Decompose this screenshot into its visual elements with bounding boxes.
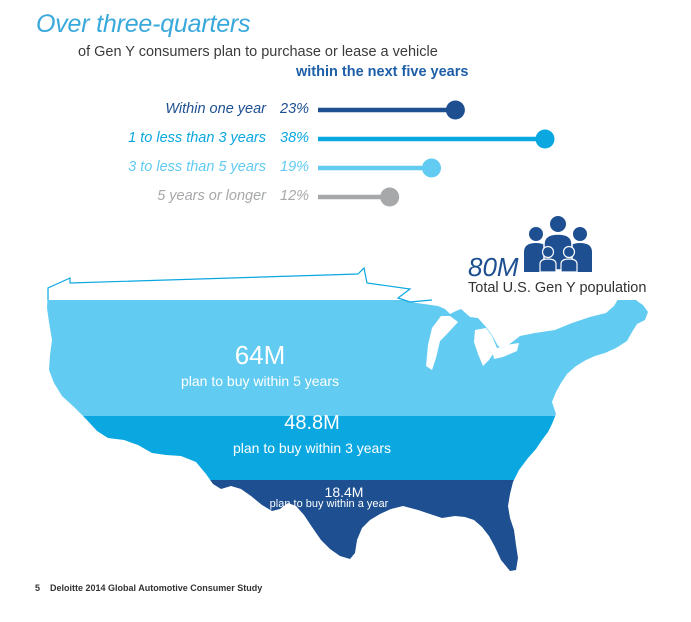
bar-label-3-to-5-years: 3 to less than 5 years: [128, 159, 266, 175]
footer-text: Deloitte 2014 Global Automotive Consumer…: [50, 583, 263, 593]
population-total-label: Total U.S. Gen Y population: [468, 280, 647, 296]
bar-end-dot-2: [422, 158, 441, 178]
subtitle-line-2: within the next five years: [296, 64, 469, 80]
band-label-3-years: plan to buy within 3 years: [233, 440, 391, 456]
population-total-value: 80M: [468, 252, 519, 282]
bar-label-within-one-year: Within one year: [165, 101, 266, 117]
bar-end-dot-0: [445, 100, 465, 120]
bar-label-1-to-3-years: 1 to less than 3 years: [128, 130, 266, 146]
bar-value-5-years-or-longer: 12%: [280, 188, 310, 204]
band-value-3-years: 48.8M: [284, 412, 340, 434]
people-group-icon: [524, 216, 592, 273]
bar-value-within-one-year: 23%: [280, 101, 310, 117]
band-value-1-year: 18.4M: [324, 484, 364, 500]
bar-value-1-to-3-years: 38%: [280, 130, 310, 146]
band-value-5-years: 64M: [234, 340, 286, 370]
subtitle-line-1: of Gen Y consumers plan to purchase or l…: [78, 44, 438, 60]
bar-end-dot-3: [380, 187, 400, 207]
bar-end-dot-1: [535, 129, 555, 149]
band-label-1-year: plan to buy within a year: [269, 498, 389, 510]
bar-value-3-to-5-years: 19%: [280, 159, 310, 175]
footer: 5 Deloitte 2014 Global Automotive Consume…: [35, 583, 262, 593]
footer-page-number: 5: [35, 583, 41, 593]
bar-label-5-years-or-longer: 5 years or longer: [157, 188, 266, 204]
band-label-5-years: plan to buy within 5 years: [181, 373, 339, 389]
page-title: Over three-quarters: [36, 10, 251, 38]
